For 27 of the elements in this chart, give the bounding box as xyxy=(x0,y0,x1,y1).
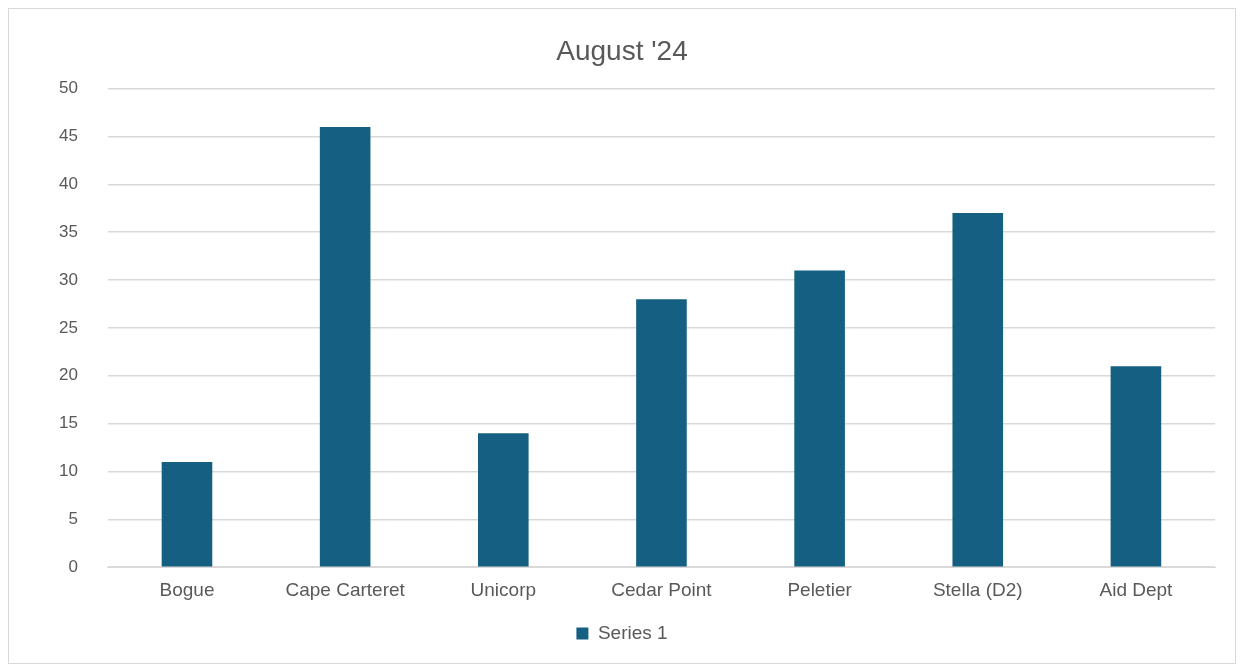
x-tick-label: Stella (D2) xyxy=(932,578,1023,600)
x-tick-label: Peletier xyxy=(787,578,853,600)
y-tick-label: 25 xyxy=(58,317,78,337)
y-tick-label: 5 xyxy=(68,509,78,529)
bar xyxy=(636,299,687,567)
bar xyxy=(1110,366,1162,567)
y-tick-label: 15 xyxy=(58,413,78,433)
x-tick-label: Unicorp xyxy=(470,578,537,600)
x-tick-label: Aid Dept xyxy=(1099,578,1174,600)
y-tick-label: 20 xyxy=(58,365,78,385)
chart-title: August '24 xyxy=(556,34,688,66)
bar xyxy=(794,270,845,567)
y-tick-label: 40 xyxy=(58,174,78,194)
bar xyxy=(319,126,371,567)
legend-label: Series 1 xyxy=(597,621,668,643)
x-tick-label: Bogue xyxy=(159,578,215,600)
x-tick-label: Cape Carteret xyxy=(285,578,406,600)
bar xyxy=(952,213,1004,567)
y-tick-label: 35 xyxy=(58,221,78,241)
y-tick-label: 45 xyxy=(58,126,78,146)
bar xyxy=(161,461,213,567)
y-tick-label: 10 xyxy=(58,461,78,481)
y-tick-label: 0 xyxy=(68,556,78,576)
x-tick-label: Cedar Point xyxy=(611,578,713,600)
y-tick-label: 30 xyxy=(58,269,78,289)
y-tick-label: 50 xyxy=(58,78,78,98)
bar xyxy=(477,433,529,567)
